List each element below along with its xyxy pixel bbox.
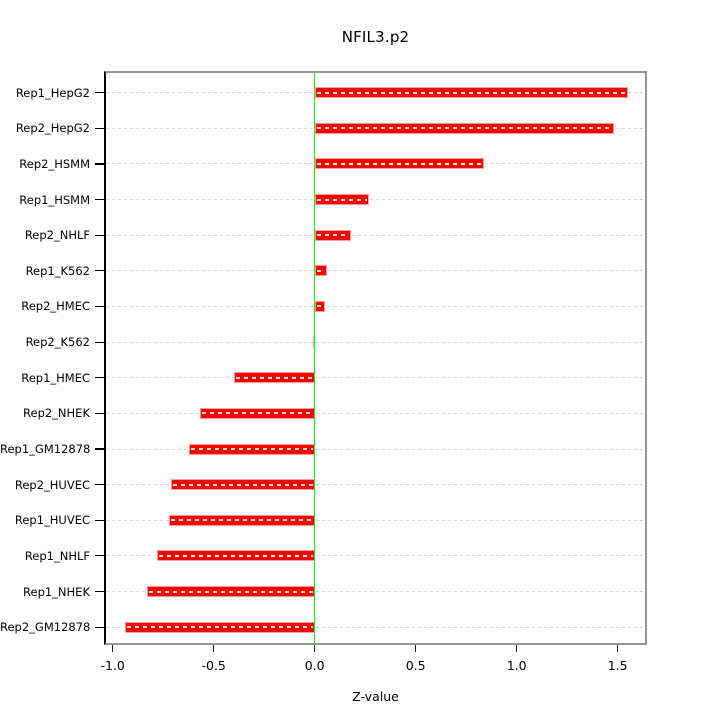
y-axis-tick-label: Rep2_NHLF <box>24 228 90 243</box>
bar <box>314 87 628 99</box>
row-gridline <box>106 448 644 450</box>
y-axis-tick-label: Rep2_K562 <box>25 335 90 350</box>
bar-gridline-overlay <box>201 412 313 415</box>
y-axis-tick <box>95 590 104 593</box>
bar <box>314 194 370 206</box>
x-axis-tick-label: -0.5 <box>201 658 226 673</box>
bar-gridline-overlay <box>316 127 612 130</box>
y-axis-tick-label: Rep1_HSMM <box>19 192 90 207</box>
bar <box>314 229 352 241</box>
bar <box>169 514 315 526</box>
x-axis-title: Z-value <box>352 689 399 704</box>
bar-gridline-overlay <box>316 305 323 308</box>
bar <box>314 300 325 312</box>
y-axis-tick <box>95 198 104 201</box>
x-axis-tick <box>212 645 215 652</box>
x-axis-tick-label: 0.0 <box>304 658 325 673</box>
y-axis-tick-label: Rep2_HSMM <box>19 156 90 171</box>
bar-gridline-overlay <box>316 91 626 94</box>
bar-gridline-overlay <box>191 448 313 450</box>
row-gridline <box>106 199 644 201</box>
y-axis-tick-label: Rep1_GM12878 <box>0 442 91 456</box>
y-axis-tick <box>95 127 104 129</box>
y-axis-tick <box>95 234 104 236</box>
y-axis-tick <box>95 555 104 557</box>
row-gridline <box>106 341 644 343</box>
y-axis-tick-label: Rep1_NHEK <box>23 584 90 599</box>
row-gridline <box>106 484 644 486</box>
x-axis-tick <box>515 645 518 652</box>
bar <box>124 621 315 633</box>
bar <box>314 158 485 170</box>
x-axis-tick-label: 1.5 <box>607 658 628 673</box>
y-axis-tick <box>95 626 104 628</box>
bar-gridline-overlay <box>149 590 313 593</box>
y-axis-tick-label: Rep2_HMEC <box>21 299 90 314</box>
bar-gridline-overlay <box>126 626 313 629</box>
y-axis-tick <box>95 519 104 521</box>
x-axis-tick-label: 1.0 <box>506 658 527 673</box>
bar-gridline-overlay <box>316 198 368 201</box>
y-axis-tick <box>95 377 104 379</box>
y-axis-tick <box>95 412 104 414</box>
bar <box>171 479 315 491</box>
row-gridline <box>106 591 644 593</box>
bar <box>199 407 315 419</box>
x-axis-tick <box>111 645 114 652</box>
x-axis-tick-label: 0.5 <box>405 658 426 673</box>
y-axis-tick-label: Rep1_HMEC <box>21 370 90 385</box>
y-axis-tick-label: Rep2_NHEK <box>23 406 90 421</box>
y-axis-tick-label: Rep1_K562 <box>25 263 90 278</box>
bar-gridline-overlay <box>159 554 313 557</box>
row-gridline <box>106 270 644 272</box>
bar-gridline-overlay <box>235 376 313 379</box>
bar <box>314 122 614 134</box>
x-axis-tick-label: -1.0 <box>100 658 125 673</box>
bar-gridline-overlay <box>171 519 313 522</box>
x-axis-tick <box>616 645 619 652</box>
bar-gridline-overlay <box>173 483 313 486</box>
bar <box>147 586 315 598</box>
y-axis-tick <box>95 92 104 94</box>
y-axis-tick <box>95 270 104 272</box>
row-gridline <box>106 412 644 414</box>
y-axis-tick-label: Rep2_HUVEC <box>14 477 90 492</box>
y-axis-tick-label: Rep1_HepG2 <box>15 85 90 100</box>
y-axis-tick <box>95 163 104 165</box>
y-axis-tick <box>95 305 104 308</box>
y-axis-tick-label: Rep2_HepG2 <box>15 121 90 136</box>
bar <box>157 550 315 562</box>
y-axis-tick-label: Rep1_NHLF <box>24 548 90 563</box>
row-gridline <box>106 555 644 557</box>
bar <box>189 443 315 455</box>
bar-gridline-overlay <box>316 234 350 237</box>
chart-title: NFIL3.p2 <box>341 28 410 46</box>
bar <box>314 265 327 277</box>
row-gridline <box>106 519 644 521</box>
y-axis-tick <box>95 448 104 450</box>
bar <box>233 372 315 384</box>
row-gridline <box>106 234 644 236</box>
row-gridline <box>106 305 644 307</box>
x-axis-tick <box>414 645 417 652</box>
row-gridline <box>106 626 644 628</box>
row-gridline <box>106 377 644 379</box>
bar-gridline-overlay <box>316 162 483 165</box>
bar-gridline-overlay <box>316 269 325 272</box>
y-axis-tick <box>95 341 104 343</box>
y-axis-tick <box>95 484 104 486</box>
zero-line <box>313 72 316 643</box>
x-axis-tick <box>313 645 316 652</box>
y-axis-tick-label: Rep2_GM12878 <box>0 620 91 635</box>
y-axis-tick-label: Rep1_HUVEC <box>14 513 90 528</box>
